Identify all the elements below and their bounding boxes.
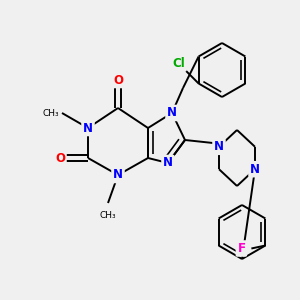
Text: F: F [237,242,245,255]
Text: N: N [167,106,177,119]
Text: CH₃: CH₃ [100,211,116,220]
Text: N: N [113,169,123,182]
Text: N: N [163,157,173,169]
Text: N: N [250,163,260,176]
Text: N: N [83,122,93,134]
Text: O: O [55,152,65,164]
Text: O: O [113,74,123,86]
Text: CH₃: CH₃ [42,109,59,118]
Text: Cl: Cl [172,57,185,70]
Text: N: N [214,140,224,153]
